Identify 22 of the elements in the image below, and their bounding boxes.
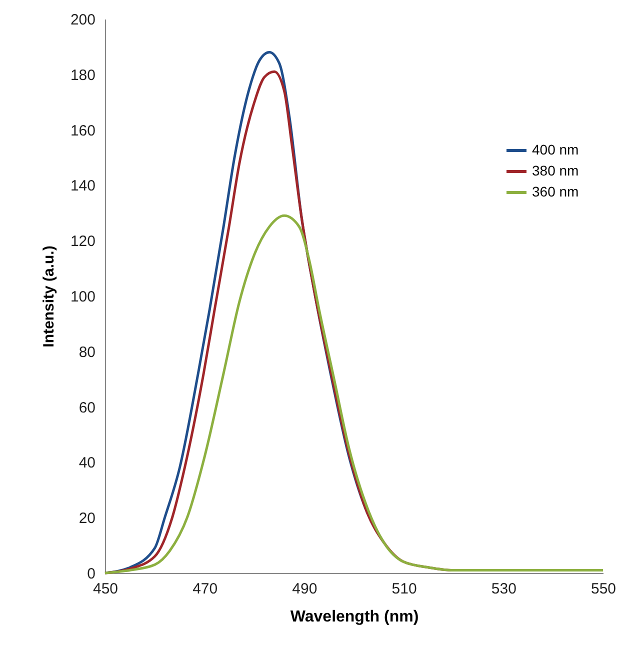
x-tick-label: 510 xyxy=(392,580,417,598)
y-tick-label: 120 xyxy=(70,233,96,250)
x-tick-label: 530 xyxy=(491,580,516,598)
legend-label: 380 nm xyxy=(532,162,579,178)
x-tick-label: 490 xyxy=(292,580,318,598)
y-tick-label: 60 xyxy=(78,399,96,416)
y-tick-label: 140 xyxy=(70,178,96,195)
legend-label: 360 nm xyxy=(532,184,579,200)
y-tick-label: 180 xyxy=(70,66,96,84)
x-tick-label: 470 xyxy=(192,580,218,598)
y-tick-label: 20 xyxy=(78,510,96,528)
y-tick-label: 100 xyxy=(70,288,96,306)
y-tick-label: 80 xyxy=(78,344,96,361)
x-axis-title: Wavelength (nm) xyxy=(290,608,419,626)
y-tick-label: 40 xyxy=(78,454,96,472)
x-tick-label: 450 xyxy=(92,580,118,598)
legend-label: 400 nm xyxy=(532,142,579,158)
y-tick-label: 0 xyxy=(87,566,96,582)
y-tick-label: 160 xyxy=(70,122,96,140)
y-axis-title: Intensity (a.u.) xyxy=(40,246,58,348)
x-tick-label: 550 xyxy=(590,580,616,598)
y-tick-label: 200 xyxy=(70,12,96,28)
